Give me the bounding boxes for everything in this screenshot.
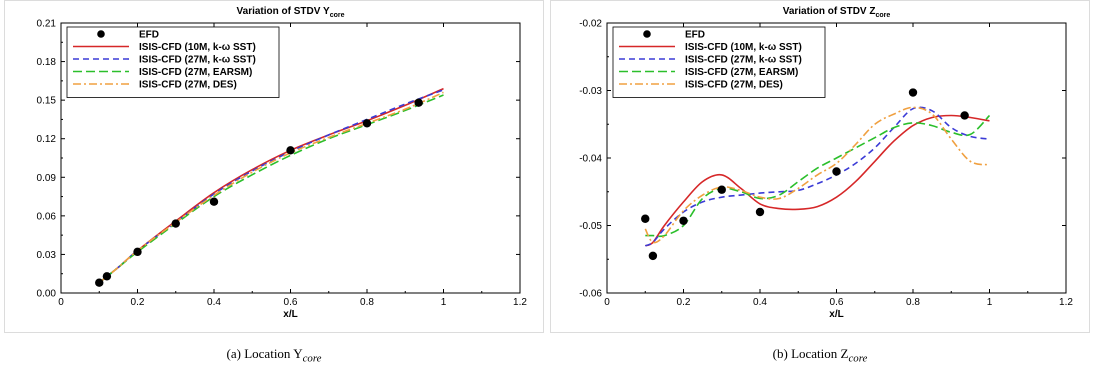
chart-a-efd-point: [102, 272, 112, 281]
chart-b-legend-label-1: ISIS-CFD (10M, k-ω SST): [685, 42, 802, 53]
chart-a-legend-marker: [97, 30, 105, 38]
chart-a-title-sub: core: [330, 12, 345, 19]
chart-a-efd-point: [133, 247, 142, 257]
chart-b-legend-label-4: ISIS-CFD (27M, DES): [685, 80, 783, 91]
chart-b-svg: Variation of STDV Zcore 0 0.2 0.4 0.6 0.8 1 1.2…: [579, 6, 1073, 320]
chart-a-ytick-label: 0.09: [37, 173, 57, 184]
chart-a-legend-label-1: ISIS-CFD (10M, k-ω SST): [139, 42, 256, 53]
chart-a-ytick-label: 0.21: [37, 19, 57, 30]
chart-b-legend-box: [612, 26, 826, 98]
caption-b-sub: core: [848, 352, 868, 365]
caption-a: (a) Location Ycore: [4, 346, 544, 365]
chart-b-series-line-4: [644, 106, 990, 244]
chart-b-efd-point: [717, 185, 726, 194]
chart-a-efd-point: [209, 197, 219, 206]
chart-b-title-main: Variation of STDV Z: [783, 6, 876, 17]
chart-b-legend-label-0: EFD: [685, 30, 705, 41]
chart-b-efd-point: [908, 88, 918, 97]
chart-a-ytick-label: 0.00: [37, 289, 57, 300]
chart-b-xtick-label: 1: [987, 297, 993, 308]
chart-panel-a: Variation of STDV Ycore 0 0.2 0.4 0.6 0.8 1 1.2…: [4, 0, 544, 333]
chart-a-ytick-label: 0.15: [37, 96, 57, 107]
chart-panel-b: Variation of STDV Zcore 0 0.2 0.4 0.6 0.8 1 1.2…: [550, 0, 1090, 333]
chart-b-efd-point: [832, 167, 841, 176]
chart-b-legend-label-2: ISIS-CFD (27M, k-ω SST): [685, 55, 802, 66]
chart-b-efd-point: [641, 214, 650, 223]
chart-a-title-main: Variation of STDV Y: [237, 6, 330, 17]
caption-b: (b) Location Zcore: [550, 346, 1090, 365]
chart-b-xtick-label: 0.6: [830, 297, 844, 308]
chart-a-efd-point: [286, 146, 295, 155]
chart-a-efd-point: [414, 98, 423, 107]
chart-a-title: Variation of STDV Ycore: [237, 6, 345, 19]
chart-a-xtick-label: 0.2: [131, 297, 145, 308]
chart-a-xtick-label: 0: [58, 297, 64, 308]
chart-b-ytick-label: -0.04: [579, 154, 602, 165]
chart-b-legend-marker: [643, 30, 651, 38]
chart-b-legend-label-3: ISIS-CFD (27M, EARSM): [685, 67, 798, 78]
chart-a-legend-label-0: EFD: [139, 30, 159, 41]
chart-a-efd-point: [362, 119, 372, 128]
chart-b-title: Variation of STDV Zcore: [783, 6, 891, 19]
chart-a-efd-point: [95, 278, 104, 287]
chart-b-xlabel: x/L: [829, 309, 843, 320]
chart-a-ytick-label: 0.03: [37, 250, 57, 261]
chart-b-efd-point: [648, 251, 658, 261]
chart-a-series-line-2: [98, 89, 444, 284]
chart-b-efd-point: [679, 216, 688, 225]
chart-a-legend-label-3: ISIS-CFD (27M, EARSM): [139, 67, 252, 78]
caption-a-text: (a) Location Y: [226, 346, 303, 361]
caption-b-text: (b) Location Z: [772, 346, 849, 361]
chart-a-series-line-1: [98, 87, 444, 284]
chart-b-ytick-label: -0.02: [579, 19, 602, 30]
chart-a-xtick-label: 0.8: [360, 297, 374, 308]
chart-b-xtick-label: 0.2: [677, 297, 691, 308]
chart-a-series-line-3: [98, 94, 444, 284]
chart-b-efd-point: [960, 111, 969, 120]
chart-a-efd-point: [171, 219, 180, 228]
chart-b-ytick-label: -0.05: [579, 221, 602, 232]
caption-a-sub: core: [302, 352, 322, 365]
chart-a-ytick-label: 0.12: [37, 134, 57, 145]
chart-b-xtick-label: 1.2: [1059, 297, 1073, 308]
chart-a-xtick-label: 1: [441, 297, 447, 308]
chart-a-series-line-4: [98, 91, 444, 284]
chart-a-xlabel: x/L: [283, 309, 297, 320]
chart-a-ytick-label: 0.18: [37, 57, 57, 68]
chart-b-xtick-label: 0.8: [906, 297, 920, 308]
chart-b-ytick-label: -0.06: [579, 289, 602, 300]
chart-b-series-line-1: [644, 114, 990, 247]
chart-a-legend-label-4: ISIS-CFD (27M, DES): [139, 80, 237, 91]
chart-b-title-sub: core: [876, 12, 891, 19]
chart-a-xtick-label: 0.6: [284, 297, 298, 308]
chart-b-ytick-label: -0.03: [579, 86, 602, 97]
chart-b-xtick-label: 0: [604, 297, 610, 308]
chart-a-ytick-label: 0.06: [37, 211, 57, 222]
chart-a-xtick-label: 1.2: [513, 297, 527, 308]
chart-a-xtick-label: 0.4: [207, 297, 221, 308]
chart-b-series-line-2: [644, 106, 990, 247]
chart-b-xtick-label: 0.4: [753, 297, 767, 308]
chart-a-legend-box: [66, 26, 280, 98]
chart-b-series-line-3: [645, 114, 991, 238]
chart-a-legend-label-2: ISIS-CFD (27M, k-ω SST): [139, 55, 256, 66]
chart-b-efd-point: [755, 207, 765, 217]
chart-a-svg: Variation of STDV Ycore 0 0.2 0.4 0.6 0.8 1 1.2…: [37, 6, 528, 320]
